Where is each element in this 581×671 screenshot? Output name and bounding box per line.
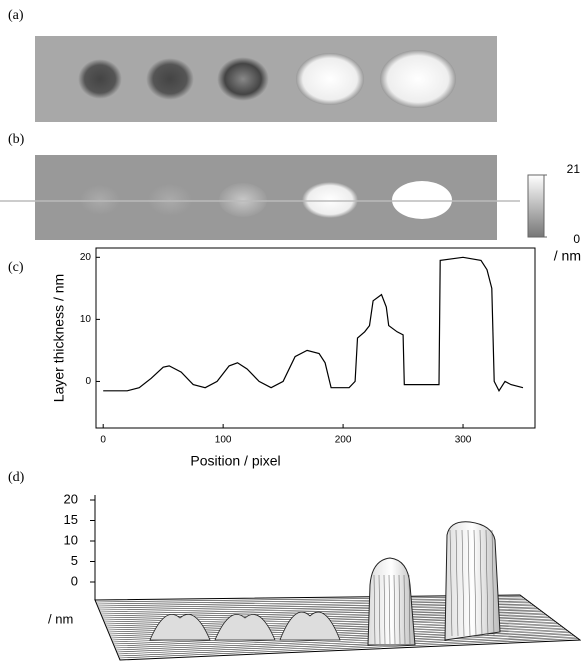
pillar-line (403, 574, 406, 645)
spot (80, 185, 120, 215)
pillar-line (398, 574, 401, 645)
pillar-line (449, 529, 453, 637)
spot (380, 50, 456, 108)
mesh-line (116, 633, 573, 653)
spot (78, 59, 122, 99)
y-tick-label: 10 (64, 532, 78, 547)
spot (146, 58, 194, 100)
x-tick-label: 200 (335, 435, 352, 446)
y-tick-label: 20 (64, 491, 78, 506)
spot (296, 53, 364, 105)
bump (149, 614, 211, 641)
colorbar (527, 174, 545, 238)
panel-label: (d) (8, 470, 25, 485)
pillar-line (479, 529, 483, 637)
mesh-line (119, 638, 579, 659)
y-tick-label: 10 (80, 314, 92, 325)
pillar-line (373, 574, 376, 645)
pillar-line (383, 574, 386, 645)
colorbar-label: 21 (567, 162, 581, 176)
pillar-line (378, 574, 381, 645)
spot (217, 57, 269, 101)
bump (214, 614, 276, 641)
profile (103, 256, 524, 393)
panel-label: (a) (8, 8, 24, 23)
x-tick-label: 100 (215, 435, 232, 446)
y-tick-label: 20 (80, 252, 92, 263)
pillar-line (408, 574, 411, 645)
pillar-line (473, 529, 477, 637)
spot (302, 182, 358, 218)
mesh-line (118, 636, 577, 657)
bump (279, 611, 341, 641)
x-axis-title: Position / pixel (190, 453, 280, 469)
x-tick-label: 0 (100, 435, 106, 446)
pillar-line (461, 529, 465, 637)
z-unit: / nm (48, 611, 73, 626)
panel-label: (b) (8, 132, 25, 147)
plot-frame (95, 247, 536, 429)
x-tick-label: 300 (455, 435, 472, 446)
mesh-line (115, 632, 571, 651)
mesh-line (117, 635, 575, 655)
spot (148, 184, 192, 216)
pillar-line (388, 574, 391, 645)
pillar-line (485, 529, 489, 637)
y-tick-label: 15 (64, 512, 78, 527)
pillar-line (393, 574, 396, 645)
pillar (444, 521, 501, 641)
pillar-line (467, 529, 471, 637)
panel-label: (c) (8, 260, 24, 275)
colorbar-unit: / nm (554, 248, 581, 264)
pillar-line (491, 529, 495, 637)
spot (392, 181, 452, 219)
spot (219, 183, 267, 217)
y-tick-label: 0 (71, 573, 78, 588)
pillar-line (455, 529, 459, 637)
mesh-line (114, 630, 569, 649)
y-axis-title: Layer thickness / nm (51, 274, 67, 402)
colorbar-label: 0 (573, 232, 580, 246)
y-tick-label: 0 (85, 376, 91, 387)
y-tick-label: 5 (71, 553, 78, 568)
